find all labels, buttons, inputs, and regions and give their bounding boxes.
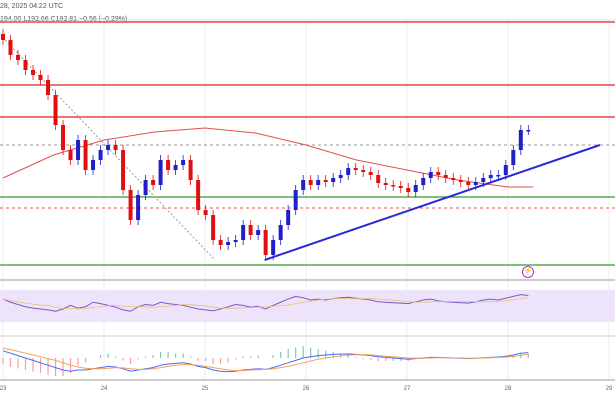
overlays <box>2 39 601 261</box>
candle-body <box>188 160 193 180</box>
candle-body <box>1 34 5 40</box>
candle-body <box>473 182 478 185</box>
candle-body <box>323 180 328 182</box>
candle-body <box>46 80 51 95</box>
grid <box>0 19 615 380</box>
lightning-icon[interactable]: ⚡ <box>522 266 534 278</box>
candle-body <box>16 55 21 60</box>
candles <box>1 29 531 260</box>
candle-body <box>518 130 523 150</box>
candle-body <box>61 125 66 150</box>
candle-body <box>466 182 471 185</box>
candle-body <box>136 195 141 220</box>
macd-line <box>2 350 529 373</box>
candle-body <box>368 172 373 175</box>
candle-body <box>196 180 201 210</box>
candle-body <box>31 70 36 75</box>
candle-body <box>23 60 28 70</box>
signal-line <box>2 347 529 372</box>
candle-body <box>421 178 426 185</box>
candle-body <box>353 168 358 170</box>
candle-body <box>391 185 396 187</box>
x-tick-label: 27 <box>404 386 411 392</box>
candle-body <box>316 180 321 185</box>
candle-body <box>383 183 388 185</box>
candle-body <box>241 225 246 240</box>
candle-body <box>286 210 291 225</box>
rsi-band <box>0 290 615 322</box>
candle-body <box>338 175 343 178</box>
candle-body <box>83 140 88 170</box>
candle-body <box>158 160 163 185</box>
candle-body <box>503 165 508 175</box>
candle-body <box>106 145 111 150</box>
candle-body <box>308 180 313 185</box>
candle-body <box>398 186 403 188</box>
candle-body <box>166 160 171 170</box>
candle-body <box>481 178 486 182</box>
candle-body <box>151 180 156 185</box>
x-tick-label: 29 <box>606 386 613 392</box>
candle-body <box>226 242 231 245</box>
x-tick-label: 24 <box>101 386 108 392</box>
candle-body <box>458 180 463 182</box>
candle-body <box>376 175 381 183</box>
x-tick-label: 26 <box>303 386 310 392</box>
levels <box>0 21 615 266</box>
x-axis: 23 24 25 26 27 28 29 <box>0 386 613 392</box>
candle-body <box>211 215 216 240</box>
candle-body <box>436 172 441 175</box>
rsi-pane <box>2 294 529 312</box>
candle-body <box>248 225 253 235</box>
candle-body <box>76 140 81 160</box>
moving-average-line <box>2 127 534 188</box>
candle-body <box>293 190 298 210</box>
candle-body <box>496 175 501 177</box>
x-tick-label: 25 <box>202 386 209 392</box>
candle-body <box>263 230 268 255</box>
chart-datetime: 28, 2025 04:22 UTC <box>0 3 64 10</box>
rsi-average-line <box>2 297 529 310</box>
x-tick-label: 28 <box>505 386 512 392</box>
candle-body <box>8 40 13 55</box>
candle-body <box>173 165 178 170</box>
candle-body <box>488 175 493 178</box>
candle-body <box>256 230 261 235</box>
candle-body <box>121 150 126 190</box>
candle-body <box>443 175 448 178</box>
candle-body <box>428 172 433 178</box>
candle-body <box>98 150 103 160</box>
candle-body <box>526 130 531 132</box>
candle-body <box>68 150 73 160</box>
candle-body <box>233 240 238 242</box>
candle-body <box>271 240 276 255</box>
candle-body <box>331 178 336 182</box>
candle-body <box>128 190 133 220</box>
candle-body <box>511 150 516 165</box>
x-tick-label: 23 <box>0 386 7 392</box>
candle-body <box>203 210 208 215</box>
candle-body <box>413 185 418 192</box>
macd-pane <box>2 346 529 376</box>
candle-body <box>406 188 411 192</box>
candle-body <box>143 180 148 195</box>
candle-body <box>218 240 223 245</box>
candle-body <box>361 170 366 172</box>
bullish-trendline <box>264 144 601 261</box>
candle-body <box>181 160 186 165</box>
candle-body <box>113 145 118 150</box>
candle-body <box>346 168 351 175</box>
candle-body <box>91 160 96 170</box>
candle-body <box>38 75 43 80</box>
candle-body <box>53 95 58 125</box>
candle-body <box>278 225 283 240</box>
candle-body <box>301 180 306 190</box>
candle-body <box>451 178 456 180</box>
